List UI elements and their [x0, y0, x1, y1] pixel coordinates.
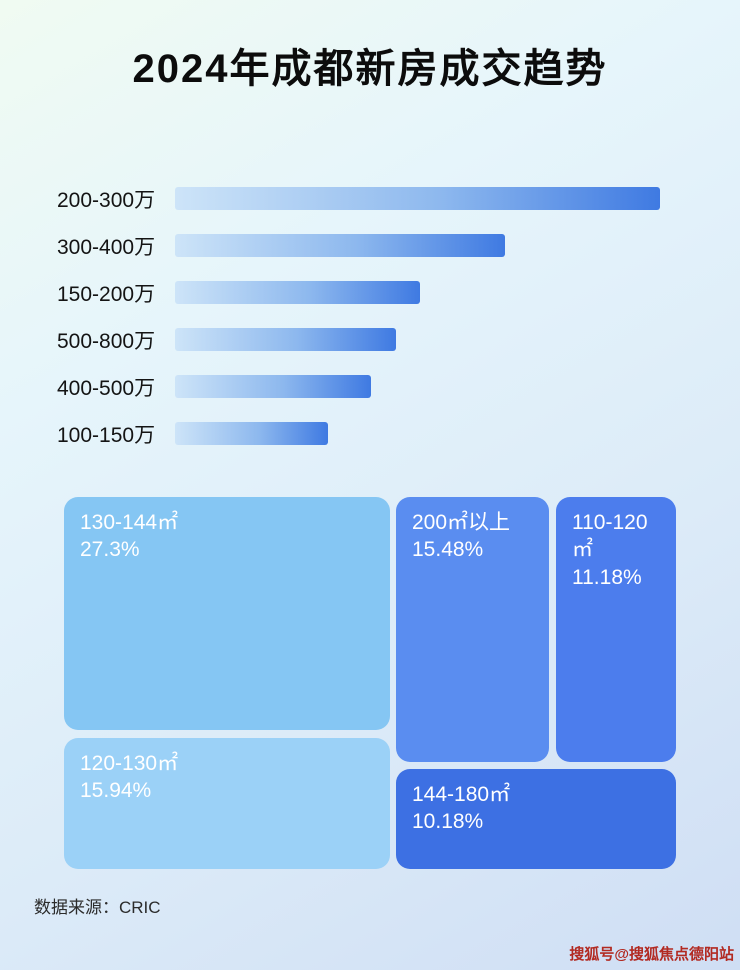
- bar-category-label: 400-500万: [57, 376, 156, 400]
- bar-category-label: 150-200万: [57, 282, 156, 306]
- bar: [175, 328, 396, 351]
- treemap-percent: 11.18%: [572, 565, 642, 589]
- bar: [175, 375, 372, 398]
- bar-track: [175, 234, 660, 257]
- bar-row: 200-300万: [57, 175, 697, 222]
- bar: [175, 422, 328, 445]
- bar: [175, 281, 420, 304]
- bar-category-label: 200-300万: [57, 188, 156, 212]
- price-range-bar-chart: 200-300万 300-400万 150-200万 500-800万 400-: [57, 175, 697, 457]
- bar-track: [175, 187, 660, 210]
- treemap-percent: 27.3%: [80, 538, 140, 562]
- bar-category-label: 500-800万: [57, 329, 156, 353]
- bar-row: 300-400万: [57, 222, 697, 269]
- treemap-block: 120-130㎡ 15.94%: [64, 738, 390, 869]
- treemap-percent: 15.48%: [412, 538, 484, 562]
- treemap-label: 110-120㎡: [572, 511, 648, 562]
- treemap-label: 130-144㎡: [80, 511, 179, 534]
- bar-category-label: 300-400万: [57, 235, 156, 259]
- bar-track: [175, 422, 660, 445]
- treemap-label: 144-180㎡: [412, 783, 511, 806]
- treemap-block: 144-180㎡ 10.18%: [396, 769, 676, 869]
- treemap-percent: 10.18%: [412, 810, 484, 834]
- data-source-label: 数据来源：CRIC: [34, 898, 161, 917]
- bar-category-label: 100-150万: [57, 423, 156, 447]
- bar: [175, 187, 660, 210]
- treemap-block: 200㎡以上 15.48%: [396, 497, 549, 762]
- page-title: 2024年成都新房成交趋势: [132, 47, 608, 91]
- watermark: 搜狐号@搜狐焦点德阳站: [569, 946, 734, 963]
- bar-row: 100-150万: [57, 410, 697, 457]
- treemap-label: 200㎡以上: [412, 511, 511, 534]
- bar-track: [175, 375, 660, 398]
- bar-row: 400-500万: [57, 363, 697, 410]
- bar-track: [175, 281, 660, 304]
- bar-track: [175, 328, 660, 351]
- bar: [175, 234, 505, 257]
- bar-row: 150-200万: [57, 269, 697, 316]
- treemap-label: 120-130㎡: [80, 752, 179, 775]
- area-size-treemap: 130-144㎡ 27.3% 200㎡以上 15.48% 110-120㎡ 11…: [64, 497, 676, 869]
- treemap-percent: 15.94%: [80, 779, 152, 803]
- bar-row: 500-800万: [57, 316, 697, 363]
- treemap-block: 110-120㎡ 11.18%: [556, 497, 676, 762]
- treemap-block: 130-144㎡ 27.3%: [64, 497, 390, 730]
